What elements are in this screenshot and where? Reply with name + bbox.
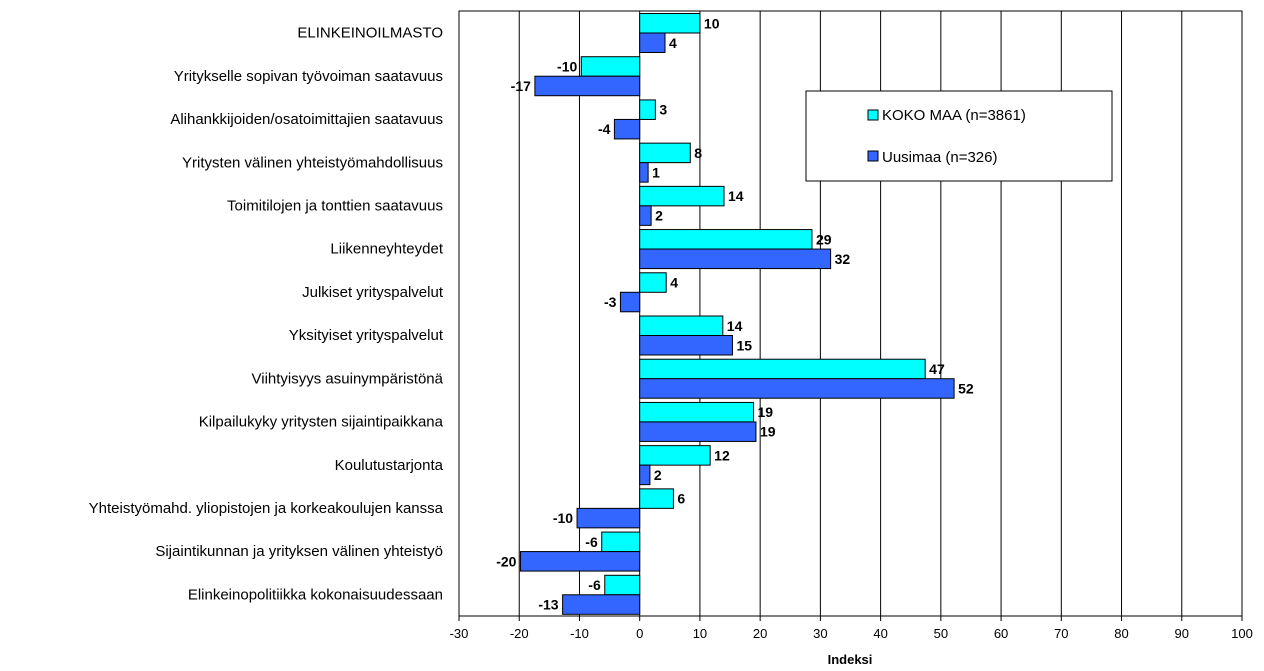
value-label-koko-maa-yksityiset-yrityspalvelut: 14 — [727, 318, 743, 334]
x-tick-label: 30 — [813, 626, 827, 641]
legend-label-uusimaa: Uusimaa (n=326) — [882, 149, 997, 166]
value-label-uusimaa-viihtyisyys-asuinymp-rist-n: 52 — [958, 380, 974, 396]
bar-uusimaa-elinkeinoilmasto — [639, 32, 666, 53]
x-tick-label: 70 — [1054, 626, 1068, 641]
bar-uusimaa-yritykselle-sopivan-ty-voiman-saatavuus — [534, 75, 641, 97]
bar-koko-maa-alihankkijoiden-osatoimittajien-saatavuus — [639, 99, 656, 120]
value-label-uusimaa-yritysten-v-linen-yhteisty-mahdollisuus: 1 — [652, 164, 660, 180]
x-tick-label: 0 — [636, 626, 643, 641]
value-label-uusimaa-alihankkijoiden-osatoimittajien-saatavuus: -4 — [598, 121, 611, 137]
value-label-koko-maa-elinkeinopolitiikka-kokonaisuudessaan: -6 — [588, 577, 601, 593]
x-tick-label: 80 — [1114, 626, 1128, 641]
bar-uusimaa-yksityiset-yrityspalvelut — [639, 335, 733, 356]
category-label-sijaintikunnan-ja-yrityksen-v-linen-yhteisty: Sijaintikunnan ja yrityksen välinen yhte… — [155, 543, 443, 560]
value-label-uusimaa-yritykselle-sopivan-ty-voiman-saatavuus: -17 — [511, 78, 531, 94]
category-label-toimitilojen-ja-tonttien-saatavuus: Toimitilojen ja tonttien saatavuus — [227, 197, 443, 214]
value-label-koko-maa-elinkeinoilmasto: 10 — [704, 15, 720, 31]
bar-koko-maa-viihtyisyys-asuinymp-rist-n — [639, 358, 926, 380]
value-label-koko-maa-viihtyisyys-asuinymp-rist-n: 47 — [929, 361, 945, 377]
value-label-uusimaa-yhteisty-mahd-yliopistojen-ja-korkeakoulujen-kanssa: -10 — [553, 510, 573, 526]
bar-uusimaa-kilpailukyky-yritysten-sijaintipaikkana — [639, 421, 757, 442]
value-label-uusimaa-julkiset-yrityspalvelut: -3 — [604, 294, 617, 310]
x-tick-label: 60 — [994, 626, 1008, 641]
bars — [519, 13, 955, 615]
value-label-uusimaa-kilpailukyky-yritysten-sijaintipaikkana: 19 — [760, 424, 776, 440]
category-label-yritykselle-sopivan-ty-voiman-saatavuus: Yritykselle sopivan työvoiman saatavuus — [174, 68, 443, 85]
x-tick-label: -30 — [450, 626, 469, 641]
legend: KOKO MAA (n=3861) Uusimaa (n=326) — [805, 90, 1113, 182]
value-label-koko-maa-yritysten-v-linen-yhteisty-mahdollisuus: 8 — [694, 145, 702, 161]
legend-label-koko-maa: KOKO MAA (n=3861) — [882, 107, 1026, 124]
legend-box — [805, 90, 1113, 182]
x-tick-label: 90 — [1175, 626, 1189, 641]
value-label-uusimaa-elinkeinoilmasto: 4 — [669, 35, 677, 51]
category-labels: ELINKEINOILMASTO Yritykselle sopivan työv… — [89, 25, 444, 604]
category-label-alihankkijoiden-osatoimittajien-saatavuus: Alihankkijoiden/osatoimittajien saatavuu… — [170, 111, 443, 128]
bar-koko-maa-kilpailukyky-yritysten-sijaintipaikkana — [639, 401, 755, 423]
legend-swatch-uusimaa — [867, 150, 879, 162]
bar-koko-maa-yksityiset-yrityspalvelut — [639, 315, 724, 336]
value-label-uusimaa-toimitilojen-ja-tonttien-saatavuus: 2 — [655, 208, 663, 224]
bar-koko-maa-koulutustarjonta — [639, 445, 711, 466]
bar-koko-maa-elinkeinopolitiikka-kokonaisuudessaan — [604, 574, 641, 596]
value-label-uusimaa-koulutustarjonta: 2 — [654, 467, 662, 483]
bar-koko-maa-yhteisty-mahd-yliopistojen-ja-korkeakoulujen-kanssa — [639, 488, 674, 509]
category-label-viihtyisyys-asuinymp-rist-n: Viihtyisyys asuinympäristönä — [252, 370, 444, 387]
category-label-yksityiset-yrityspalvelut: Yksityiset yrityspalvelut — [289, 327, 444, 344]
bar-uusimaa-liikenneyhteydet — [639, 248, 832, 270]
category-label-yhteisty-mahd-yliopistojen-ja-korkeakoulujen-kanssa: Yhteistyömahd. yliopistojen ja korkeakou… — [89, 500, 444, 517]
bar-uusimaa-julkiset-yrityspalvelut — [619, 291, 641, 313]
value-label-koko-maa-kilpailukyky-yritysten-sijaintipaikkana: 19 — [758, 404, 774, 420]
value-label-uusimaa-yksityiset-yrityspalvelut: 15 — [736, 337, 752, 353]
category-label-elinkeinopolitiikka-kokonaisuudessaan: Elinkeinopolitiikka kokonaisuudessaan — [188, 586, 443, 603]
value-label-koko-maa-yhteisty-mahd-yliopistojen-ja-korkeakoulujen-kanssa: 6 — [677, 491, 685, 507]
bar-uusimaa-yhteisty-mahd-yliopistojen-ja-korkeakoulujen-kanssa — [576, 507, 641, 529]
value-label-koko-maa-julkiset-yrityspalvelut: 4 — [670, 275, 678, 291]
category-label-koulutustarjonta: Koulutustarjonta — [335, 457, 444, 474]
bar-uusimaa-koulutustarjonta — [639, 464, 651, 486]
x-tick-label: 40 — [873, 626, 887, 641]
value-label-koko-maa-liikenneyhteydet: 29 — [816, 231, 832, 247]
value-label-koko-maa-koulutustarjonta: 12 — [714, 447, 730, 463]
bar-koko-maa-toimitilojen-ja-tonttien-saatavuus — [639, 185, 725, 207]
x-tick-label: 10 — [693, 626, 707, 641]
bar-uusimaa-yritysten-v-linen-yhteisty-mahdollisuus — [639, 162, 649, 183]
x-axis-title: Indeksi — [828, 652, 873, 667]
value-label-uusimaa-sijaintikunnan-ja-yrityksen-v-linen-yhteisty: -20 — [496, 553, 516, 569]
value-label-koko-maa-yritykselle-sopivan-ty-voiman-saatavuus: -10 — [557, 58, 577, 74]
bar-koko-maa-elinkeinoilmasto — [639, 13, 701, 34]
category-label-kilpailukyky-yritysten-sijaintipaikkana: Kilpailukyky yritysten sijaintipaikkana — [199, 414, 444, 431]
category-label-julkiset-yrityspalvelut: Julkiset yrityspalvelut — [302, 284, 444, 301]
x-tick-label: 50 — [934, 626, 948, 641]
x-tick-label: 20 — [753, 626, 767, 641]
bar-koko-maa-liikenneyhteydet — [639, 229, 813, 250]
bar-uusimaa-viihtyisyys-asuinymp-rist-n — [639, 378, 955, 399]
bar-koko-maa-julkiset-yrityspalvelut — [639, 272, 667, 293]
category-label-yritysten-v-linen-yhteisty-mahdollisuus: Yritysten välinen yhteistyömahdollisuus — [182, 154, 443, 171]
category-label-liikenneyhteydet: Liikenneyhteydet — [330, 241, 443, 258]
value-label-koko-maa-toimitilojen-ja-tonttien-saatavuus: 14 — [728, 188, 744, 204]
value-label-koko-maa-sijaintikunnan-ja-yrityksen-v-linen-yhteisty: -6 — [585, 534, 598, 550]
x-tick-label: -10 — [570, 626, 589, 641]
value-label-uusimaa-liikenneyhteydet: 32 — [835, 251, 851, 267]
x-tick-label: -20 — [510, 626, 529, 641]
bar-koko-maa-yritysten-v-linen-yhteisty-mahdollisuus — [639, 142, 691, 164]
value-label-uusimaa-elinkeinopolitiikka-kokonaisuudessaan: -13 — [538, 597, 558, 613]
value-label-koko-maa-alihankkijoiden-osatoimittajien-saatavuus: 3 — [659, 102, 667, 118]
bar-koko-maa-yritykselle-sopivan-ty-voiman-saatavuus — [580, 56, 641, 77]
bar-uusimaa-sijaintikunnan-ja-yrityksen-v-linen-yhteisty — [519, 551, 641, 572]
bar-koko-maa-sijaintikunnan-ja-yrityksen-v-linen-yhteisty — [601, 531, 641, 553]
x-axis-ticks: -30 -20 -10 0 10 20 30 40 50 60 70 80 90 100 — [450, 616, 1253, 641]
x-tick-label: 100 — [1231, 626, 1253, 641]
bar-uusimaa-elinkeinopolitiikka-kokonaisuudessaan — [562, 594, 641, 615]
bar-uusimaa-toimitilojen-ja-tonttien-saatavuus — [639, 205, 652, 226]
legend-swatch-koko-maa — [867, 109, 879, 121]
category-label-elinkeinoilmasto: ELINKEINOILMASTO — [297, 25, 443, 42]
value-labels: 104-10-173-48114229324-31415475219191226… — [496, 15, 974, 612]
bar-uusimaa-alihankkijoiden-osatoimittajien-saatavuus — [613, 118, 641, 140]
